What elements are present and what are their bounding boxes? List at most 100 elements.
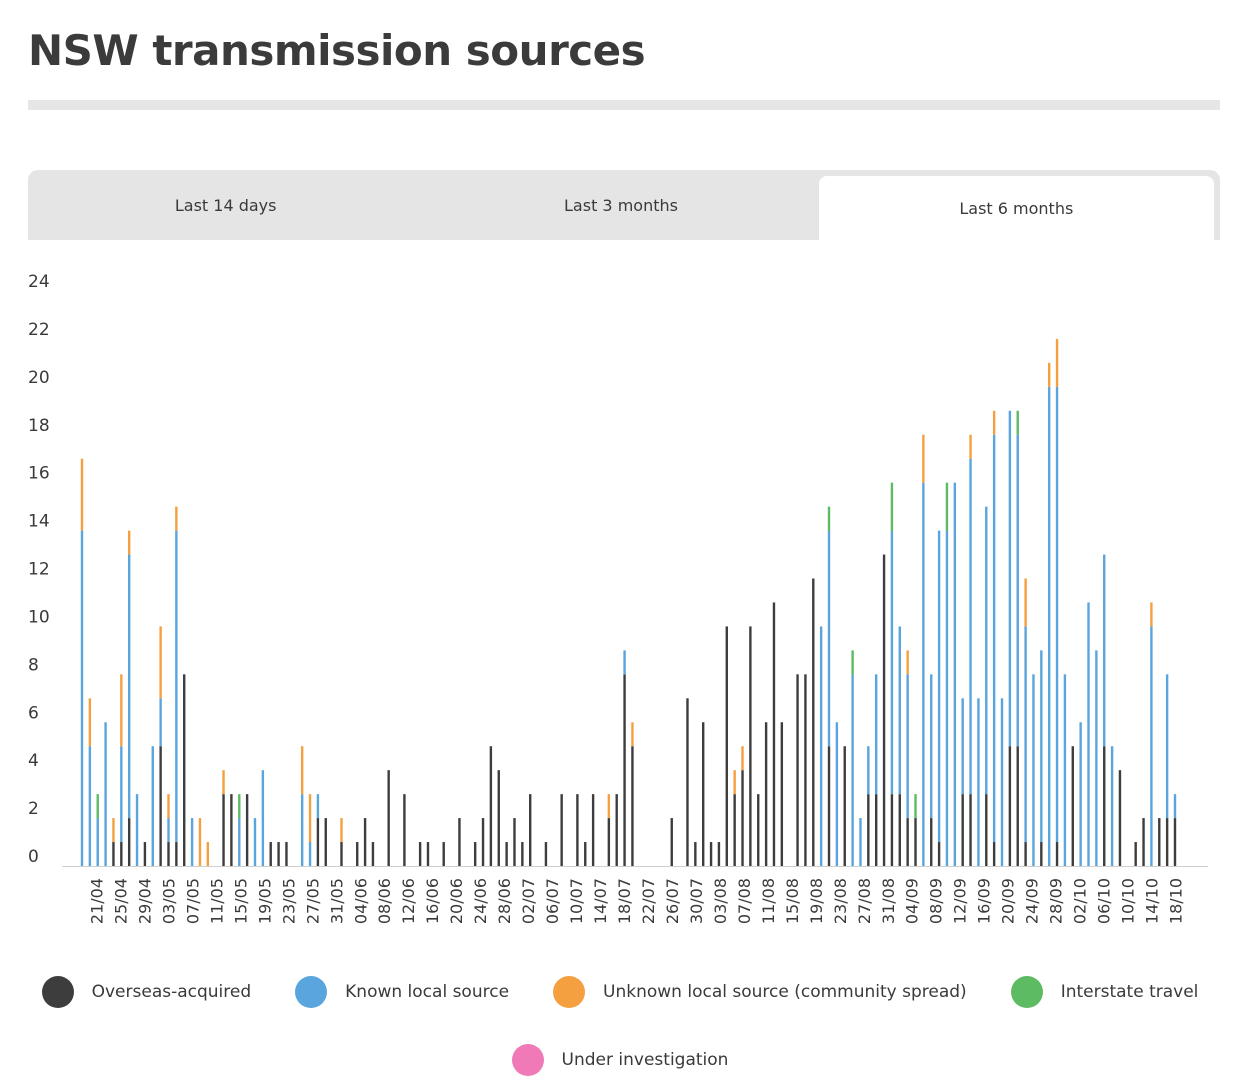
- bar-day[interactable]: [222, 770, 225, 867]
- bar-day[interactable]: [717, 842, 721, 866]
- legend-item-unknown-local[interactable]: Unknown local source (community spread): [553, 976, 967, 1008]
- bar-day[interactable]: [340, 818, 343, 866]
- bar-day[interactable]: [230, 794, 233, 867]
- bar-day[interactable]: [1110, 746, 1114, 866]
- bar-day[interactable]: [977, 698, 980, 866]
- bar-day[interactable]: [804, 674, 807, 866]
- bar-day[interactable]: [112, 818, 115, 866]
- bar-day[interactable]: [159, 626, 162, 866]
- bar-day[interactable]: [607, 794, 611, 866]
- bar-day[interactable]: [961, 698, 964, 867]
- bar-day[interactable]: [867, 746, 870, 867]
- bar-day[interactable]: [1040, 650, 1043, 866]
- bar-day[interactable]: [497, 770, 500, 866]
- bar-day[interactable]: [363, 818, 367, 866]
- bar-day[interactable]: [922, 434, 925, 866]
- bar-day[interactable]: [120, 674, 123, 866]
- bar-day[interactable]: [285, 842, 288, 866]
- bar-day[interactable]: [442, 842, 445, 866]
- bar-day[interactable]: [576, 794, 579, 867]
- bar-day[interactable]: [300, 746, 304, 867]
- legend-item-overseas[interactable]: Overseas-acquired: [41, 976, 251, 1008]
- bar-day[interactable]: [560, 794, 563, 867]
- bar-day[interactable]: [859, 818, 862, 866]
- bar-day[interactable]: [387, 770, 390, 866]
- bar-day[interactable]: [238, 794, 241, 866]
- bar-day[interactable]: [245, 794, 249, 867]
- bar-day[interactable]: [253, 818, 257, 866]
- bar-day[interactable]: [1079, 722, 1082, 866]
- bar-day[interactable]: [1000, 698, 1004, 866]
- bar-day[interactable]: [206, 842, 210, 866]
- bar-day[interactable]: [1016, 410, 1019, 866]
- bar-day[interactable]: [277, 842, 280, 866]
- bar-day[interactable]: [686, 698, 689, 866]
- bar-day[interactable]: [812, 578, 815, 867]
- bar-day[interactable]: [835, 722, 839, 866]
- bar-day[interactable]: [930, 674, 933, 866]
- bar-day[interactable]: [937, 530, 941, 866]
- bar-day[interactable]: [702, 722, 705, 866]
- bar-day[interactable]: [584, 842, 587, 866]
- bar-day[interactable]: [1165, 674, 1169, 866]
- bar-day[interactable]: [1095, 650, 1098, 867]
- bar-day[interactable]: [906, 650, 909, 866]
- bar-day[interactable]: [308, 794, 312, 866]
- bar-day[interactable]: [992, 410, 996, 866]
- bar-day[interactable]: [985, 506, 988, 867]
- bar-day[interactable]: [1103, 554, 1106, 866]
- tab-last-14-days[interactable]: Last 14 days: [174, 195, 277, 215]
- bar-day[interactable]: [190, 818, 194, 866]
- bar-day[interactable]: [473, 842, 477, 866]
- bar-day[interactable]: [1063, 674, 1067, 866]
- bar-day[interactable]: [513, 818, 516, 866]
- bar-day[interactable]: [1055, 338, 1059, 866]
- bar-day[interactable]: [356, 842, 359, 866]
- bar-day[interactable]: [458, 818, 461, 866]
- bar-day[interactable]: [505, 842, 508, 866]
- bar-day[interactable]: [1158, 818, 1161, 866]
- bar-day[interactable]: [167, 794, 170, 866]
- bar-day[interactable]: [403, 794, 406, 867]
- bar-day[interactable]: [521, 842, 524, 866]
- bar-day[interactable]: [489, 746, 493, 866]
- bar-day[interactable]: [544, 842, 548, 866]
- bar-day[interactable]: [127, 530, 131, 866]
- bar-day[interactable]: [819, 626, 823, 866]
- bar-day[interactable]: [827, 506, 831, 866]
- bar-day[interactable]: [80, 458, 84, 866]
- bar-day[interactable]: [694, 842, 697, 866]
- bar-day[interactable]: [96, 794, 99, 866]
- legend-item-known-local[interactable]: Known local source: [295, 976, 509, 1008]
- bar-day[interactable]: [316, 794, 320, 866]
- bar-day[interactable]: [851, 650, 854, 866]
- bar-day[interactable]: [796, 674, 799, 866]
- bar-day[interactable]: [183, 674, 186, 866]
- bar-day[interactable]: [269, 842, 272, 866]
- tab-last-6-months[interactable]: Last 6 months: [818, 176, 1214, 240]
- bar-day[interactable]: [670, 818, 673, 866]
- bar-day[interactable]: [969, 434, 972, 867]
- legend-item-interstate[interactable]: Interstate travel: [1010, 976, 1198, 1008]
- bar-day[interactable]: [1087, 602, 1090, 866]
- bar-day[interactable]: [135, 794, 139, 867]
- bar-day[interactable]: [914, 794, 917, 866]
- bar-day[interactable]: [1134, 842, 1137, 866]
- bar-day[interactable]: [874, 674, 878, 867]
- bar-day[interactable]: [945, 482, 949, 866]
- bar-day[interactable]: [418, 842, 422, 866]
- bar-day[interactable]: [764, 722, 768, 866]
- bar-day[interactable]: [261, 770, 265, 866]
- bar-day[interactable]: [1118, 770, 1122, 866]
- bar-day[interactable]: [725, 626, 728, 866]
- bar-day[interactable]: [780, 722, 784, 866]
- bar-day[interactable]: [198, 818, 202, 866]
- bar-day[interactable]: [88, 698, 92, 866]
- bar-day[interactable]: [143, 842, 147, 866]
- bar-day[interactable]: [371, 842, 375, 866]
- bar-day[interactable]: [175, 506, 178, 866]
- bar-day[interactable]: [324, 818, 327, 866]
- bar-day[interactable]: [426, 842, 430, 866]
- bar-day[interactable]: [151, 746, 154, 866]
- bar-day[interactable]: [709, 842, 713, 866]
